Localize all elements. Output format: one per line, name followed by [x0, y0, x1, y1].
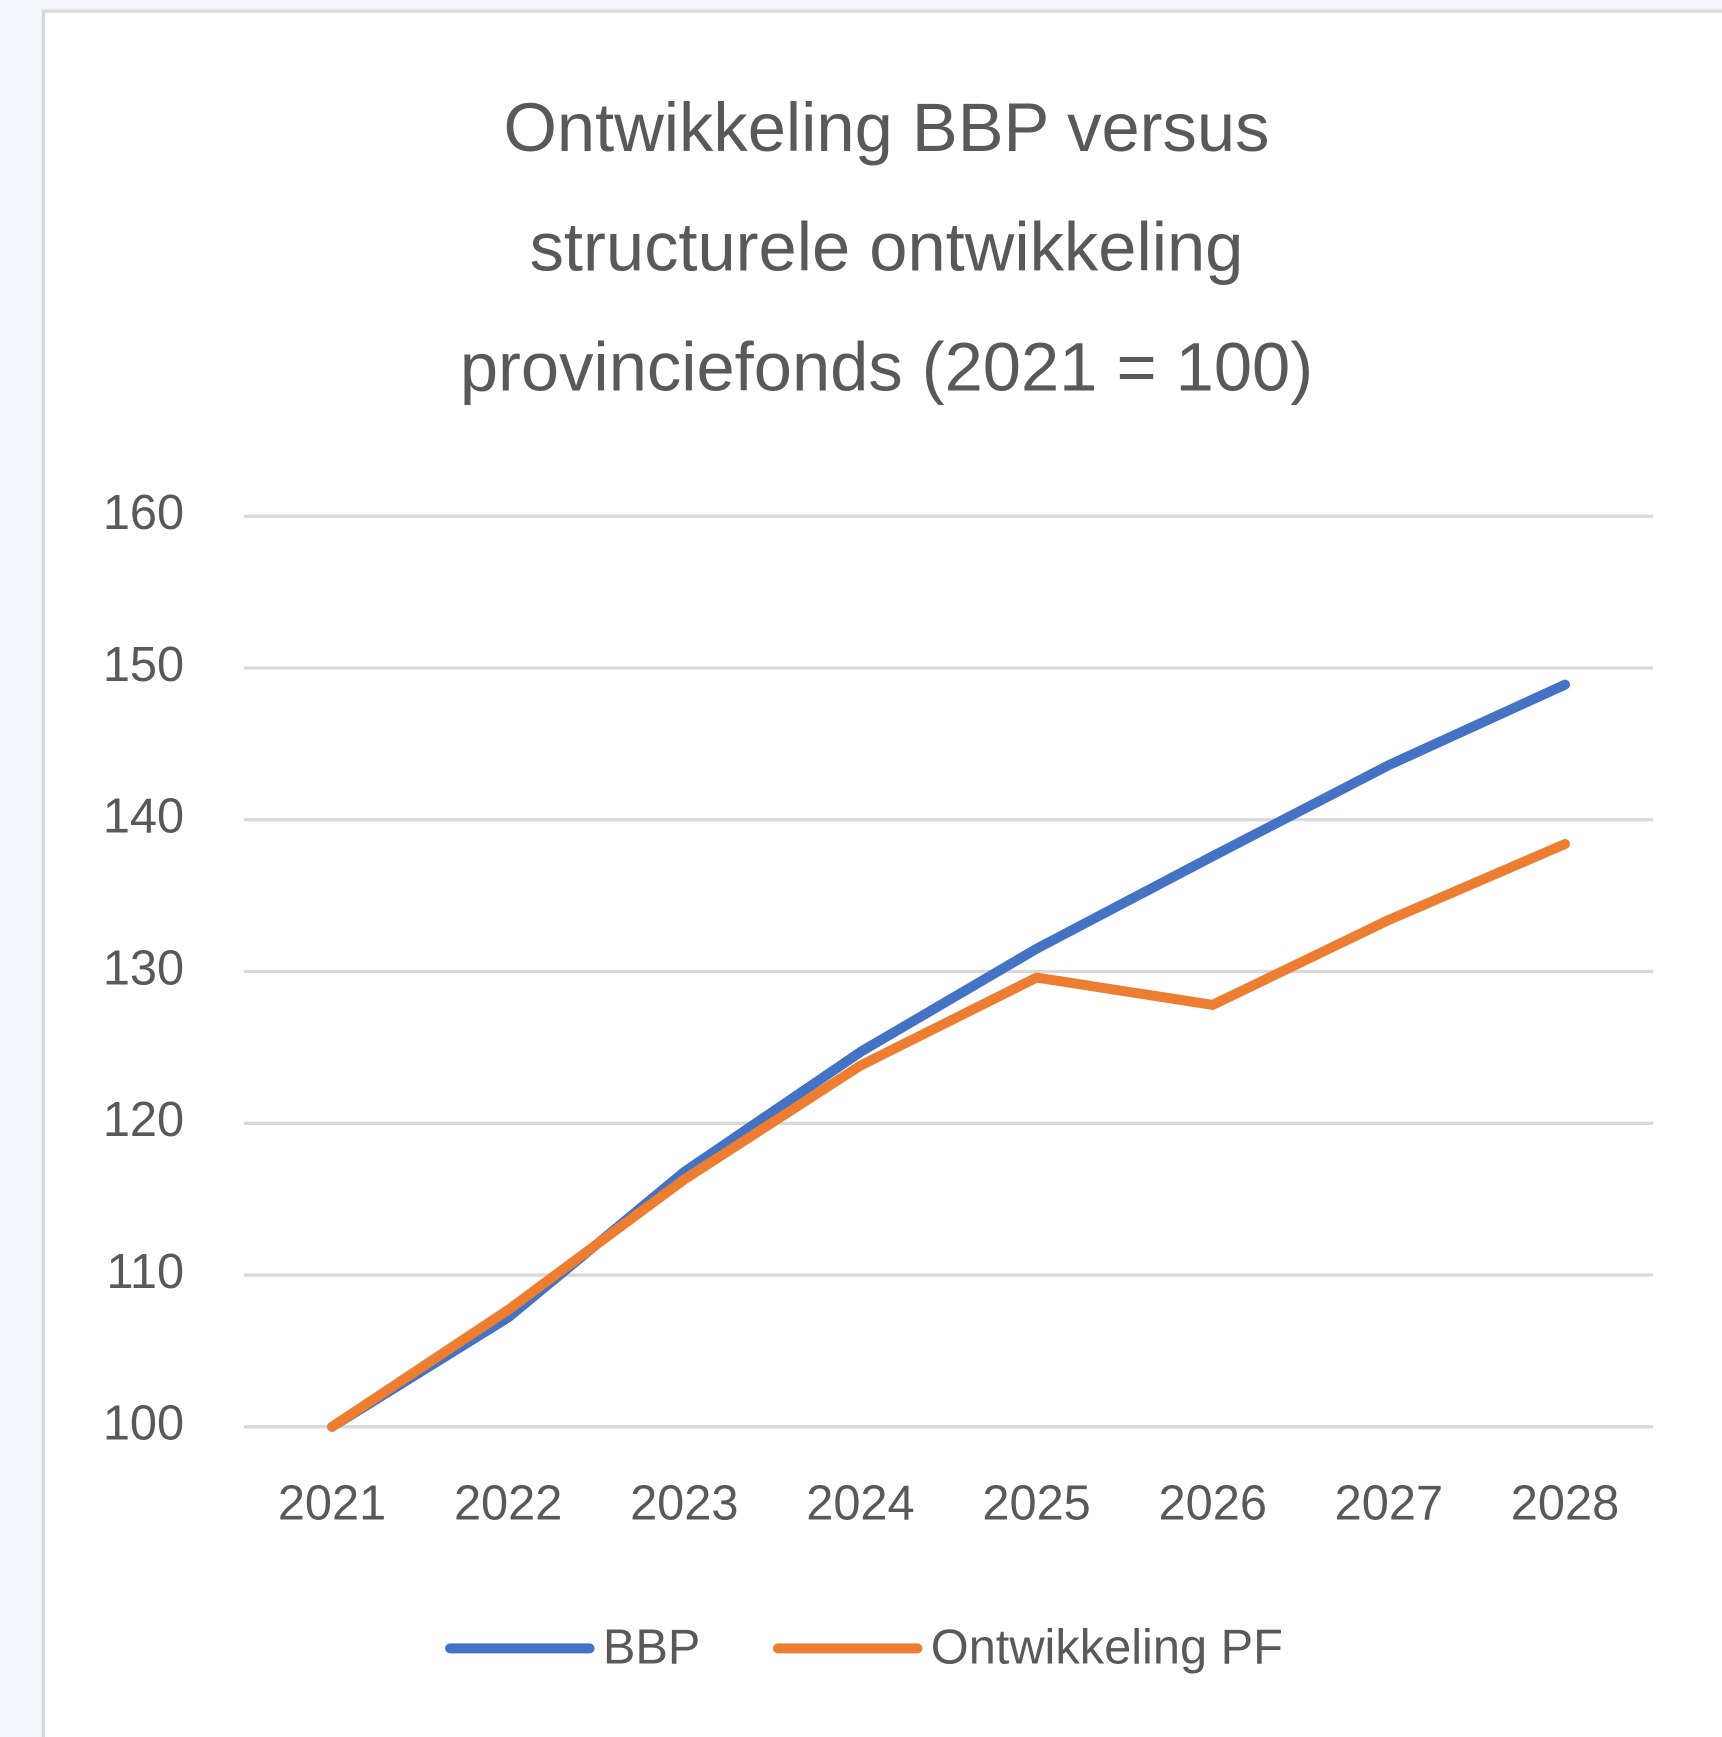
x-tick-label: 2028	[1511, 1476, 1619, 1530]
x-tick-label: 2022	[454, 1476, 562, 1530]
legend-label: BBP	[603, 1620, 701, 1674]
x-tick-label: 2023	[630, 1476, 738, 1530]
legend-label: Ontwikkeling PF	[931, 1620, 1283, 1674]
y-tick-label: 100	[103, 1397, 184, 1451]
x-tick-label: 2027	[1335, 1476, 1443, 1530]
y-tick-label: 150	[103, 638, 184, 692]
chart-area	[41, 9, 1722, 1737]
y-tick-label: 130	[103, 941, 184, 995]
x-tick-label: 2024	[806, 1476, 914, 1530]
y-tick-label: 140	[103, 790, 184, 844]
chart-title: Ontwikkeling BBP versus	[504, 89, 1270, 166]
y-tick-label: 120	[103, 1093, 184, 1147]
x-tick-label: 2026	[1159, 1476, 1267, 1530]
y-tick-label: 160	[103, 486, 184, 540]
x-tick-label: 2025	[982, 1476, 1090, 1530]
x-tick-label: 2021	[278, 1476, 386, 1530]
chart-title: structurele ontwikkeling	[530, 209, 1244, 286]
y-tick-label: 110	[106, 1245, 184, 1299]
chart-title: provinciefonds (2021 = 100)	[460, 328, 1313, 405]
line	[327, 839, 1570, 1432]
